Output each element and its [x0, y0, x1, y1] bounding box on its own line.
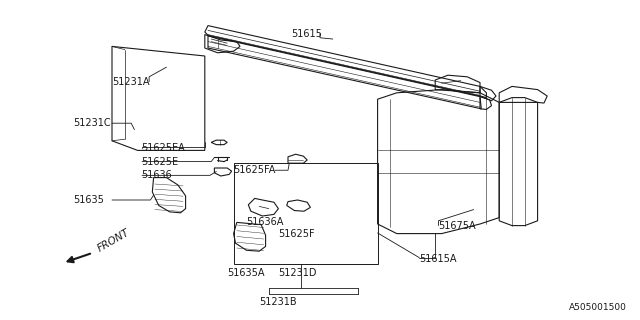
Text: 51625EA: 51625EA: [141, 143, 184, 153]
Text: 51231A: 51231A: [112, 76, 150, 87]
Text: 51231B: 51231B: [260, 297, 297, 308]
Text: 51625FA: 51625FA: [234, 165, 276, 175]
Text: 51675A: 51675A: [438, 220, 476, 231]
Text: 51231C: 51231C: [74, 118, 111, 128]
Text: A505001500: A505001500: [570, 303, 627, 312]
Text: 51635A: 51635A: [227, 268, 265, 278]
Text: 51635: 51635: [74, 195, 104, 205]
Text: 51625F: 51625F: [278, 228, 315, 239]
Text: 51615A: 51615A: [419, 253, 457, 264]
Text: 51636A: 51636A: [246, 217, 284, 228]
Text: 51625E: 51625E: [141, 156, 178, 167]
Text: 51615: 51615: [291, 28, 322, 39]
Text: 51636: 51636: [141, 170, 172, 180]
Text: FRONT: FRONT: [96, 227, 132, 253]
Text: 51231D: 51231D: [278, 268, 317, 278]
